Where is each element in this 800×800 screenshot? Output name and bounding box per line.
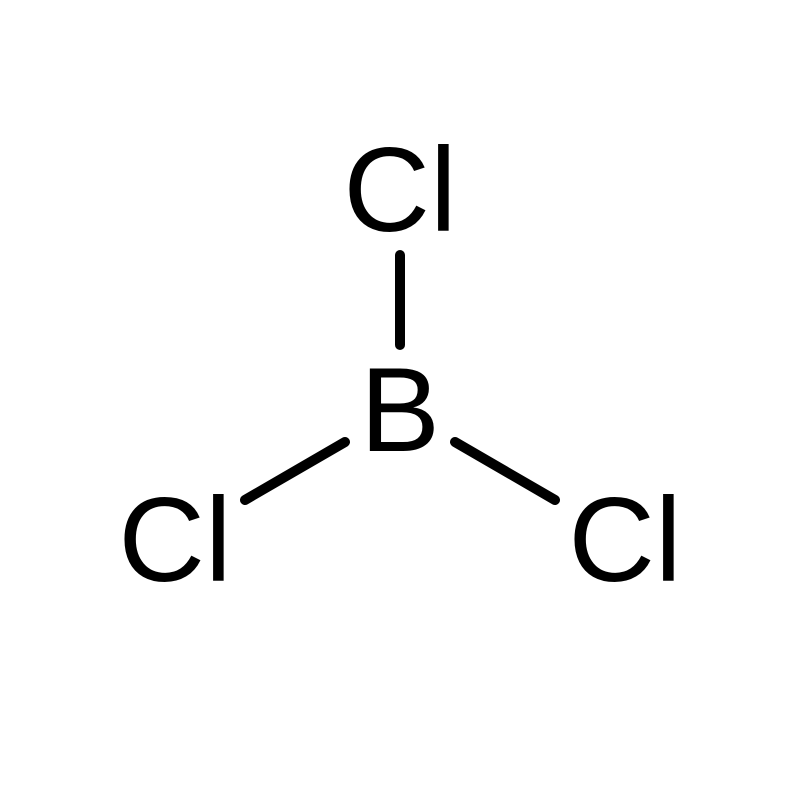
atom-center-B: B xyxy=(360,350,440,470)
bond-right xyxy=(455,442,555,500)
bond-left xyxy=(245,442,345,500)
atom-left-Cl: Cl xyxy=(118,480,231,600)
molecule-diagram: B Cl Cl Cl xyxy=(0,0,800,800)
atom-top-Cl: Cl xyxy=(343,130,456,250)
atom-right-Cl: Cl xyxy=(568,480,681,600)
